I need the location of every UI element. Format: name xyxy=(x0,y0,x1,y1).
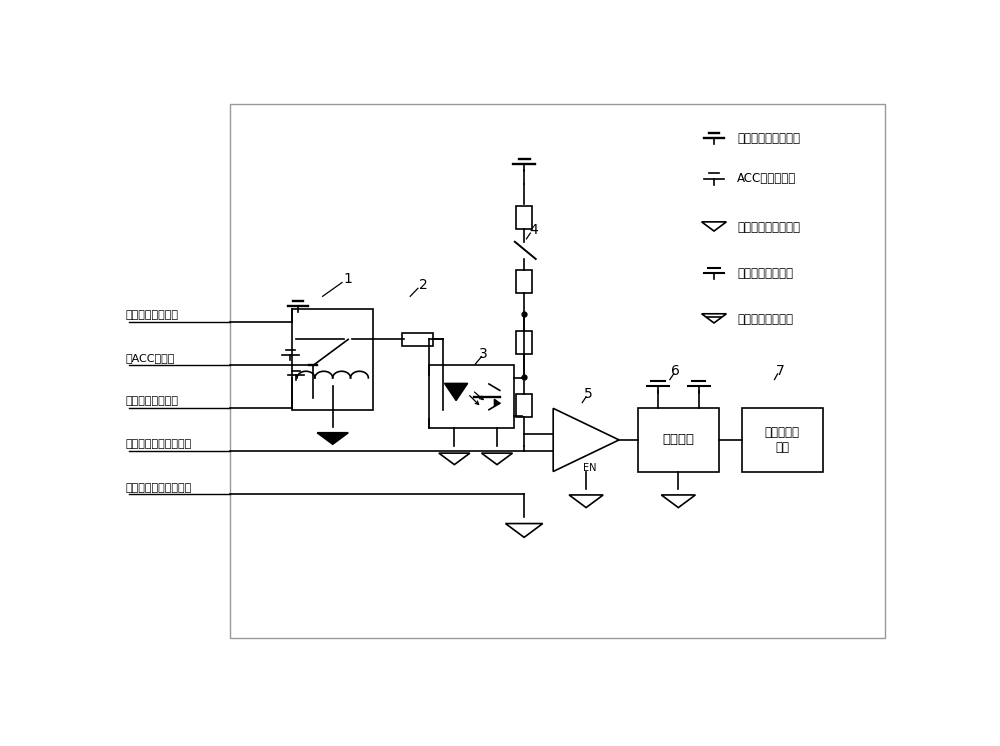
Text: 4: 4 xyxy=(529,223,538,237)
Polygon shape xyxy=(317,433,348,444)
Bar xyxy=(402,333,433,345)
Bar xyxy=(516,330,532,354)
Text: 电源模块: 电源模块 xyxy=(662,433,694,446)
Polygon shape xyxy=(482,453,512,465)
Text: 低压蓄电池负极标志: 低压蓄电池负极标志 xyxy=(737,221,800,234)
Bar xyxy=(516,394,532,417)
Bar xyxy=(638,408,719,471)
Text: 声光、短信
报警: 声光、短信 报警 xyxy=(765,426,800,454)
Text: 接主负接触器触点上游: 接主负接触器触点上游 xyxy=(125,483,191,492)
Bar xyxy=(516,206,532,228)
Text: 5: 5 xyxy=(584,387,593,401)
Text: 1: 1 xyxy=(344,272,353,286)
Polygon shape xyxy=(569,495,603,507)
Text: 接ACC档电源: 接ACC档电源 xyxy=(125,354,174,363)
Text: 接低压蓄电池正极: 接低压蓄电池正极 xyxy=(125,310,178,320)
Text: 2: 2 xyxy=(419,278,428,292)
Text: 7: 7 xyxy=(776,364,784,378)
Text: 6: 6 xyxy=(671,364,680,378)
Polygon shape xyxy=(439,453,470,465)
Text: EN: EN xyxy=(583,463,596,474)
Polygon shape xyxy=(661,495,695,507)
Bar xyxy=(292,310,373,410)
Polygon shape xyxy=(444,383,468,401)
Text: 主正接触器测量点: 主正接触器测量点 xyxy=(737,267,793,280)
Text: 接主正接触器触点下游: 接主正接触器触点下游 xyxy=(125,439,191,450)
Bar xyxy=(742,408,823,471)
Polygon shape xyxy=(506,524,543,537)
Polygon shape xyxy=(702,222,726,231)
Text: ACC档电源标志: ACC档电源标志 xyxy=(737,172,796,185)
Bar xyxy=(429,366,514,428)
Text: 3: 3 xyxy=(479,347,487,361)
Bar xyxy=(230,104,885,638)
Text: 低压蓄电池正极标志: 低压蓄电池正极标志 xyxy=(737,132,800,145)
Text: 主负继电器测量点: 主负继电器测量点 xyxy=(737,313,793,326)
Text: 接低压蓄电池负极: 接低压蓄电池负极 xyxy=(125,396,178,407)
Polygon shape xyxy=(553,408,619,471)
Bar xyxy=(516,271,532,293)
Polygon shape xyxy=(494,399,500,406)
Polygon shape xyxy=(702,314,726,323)
